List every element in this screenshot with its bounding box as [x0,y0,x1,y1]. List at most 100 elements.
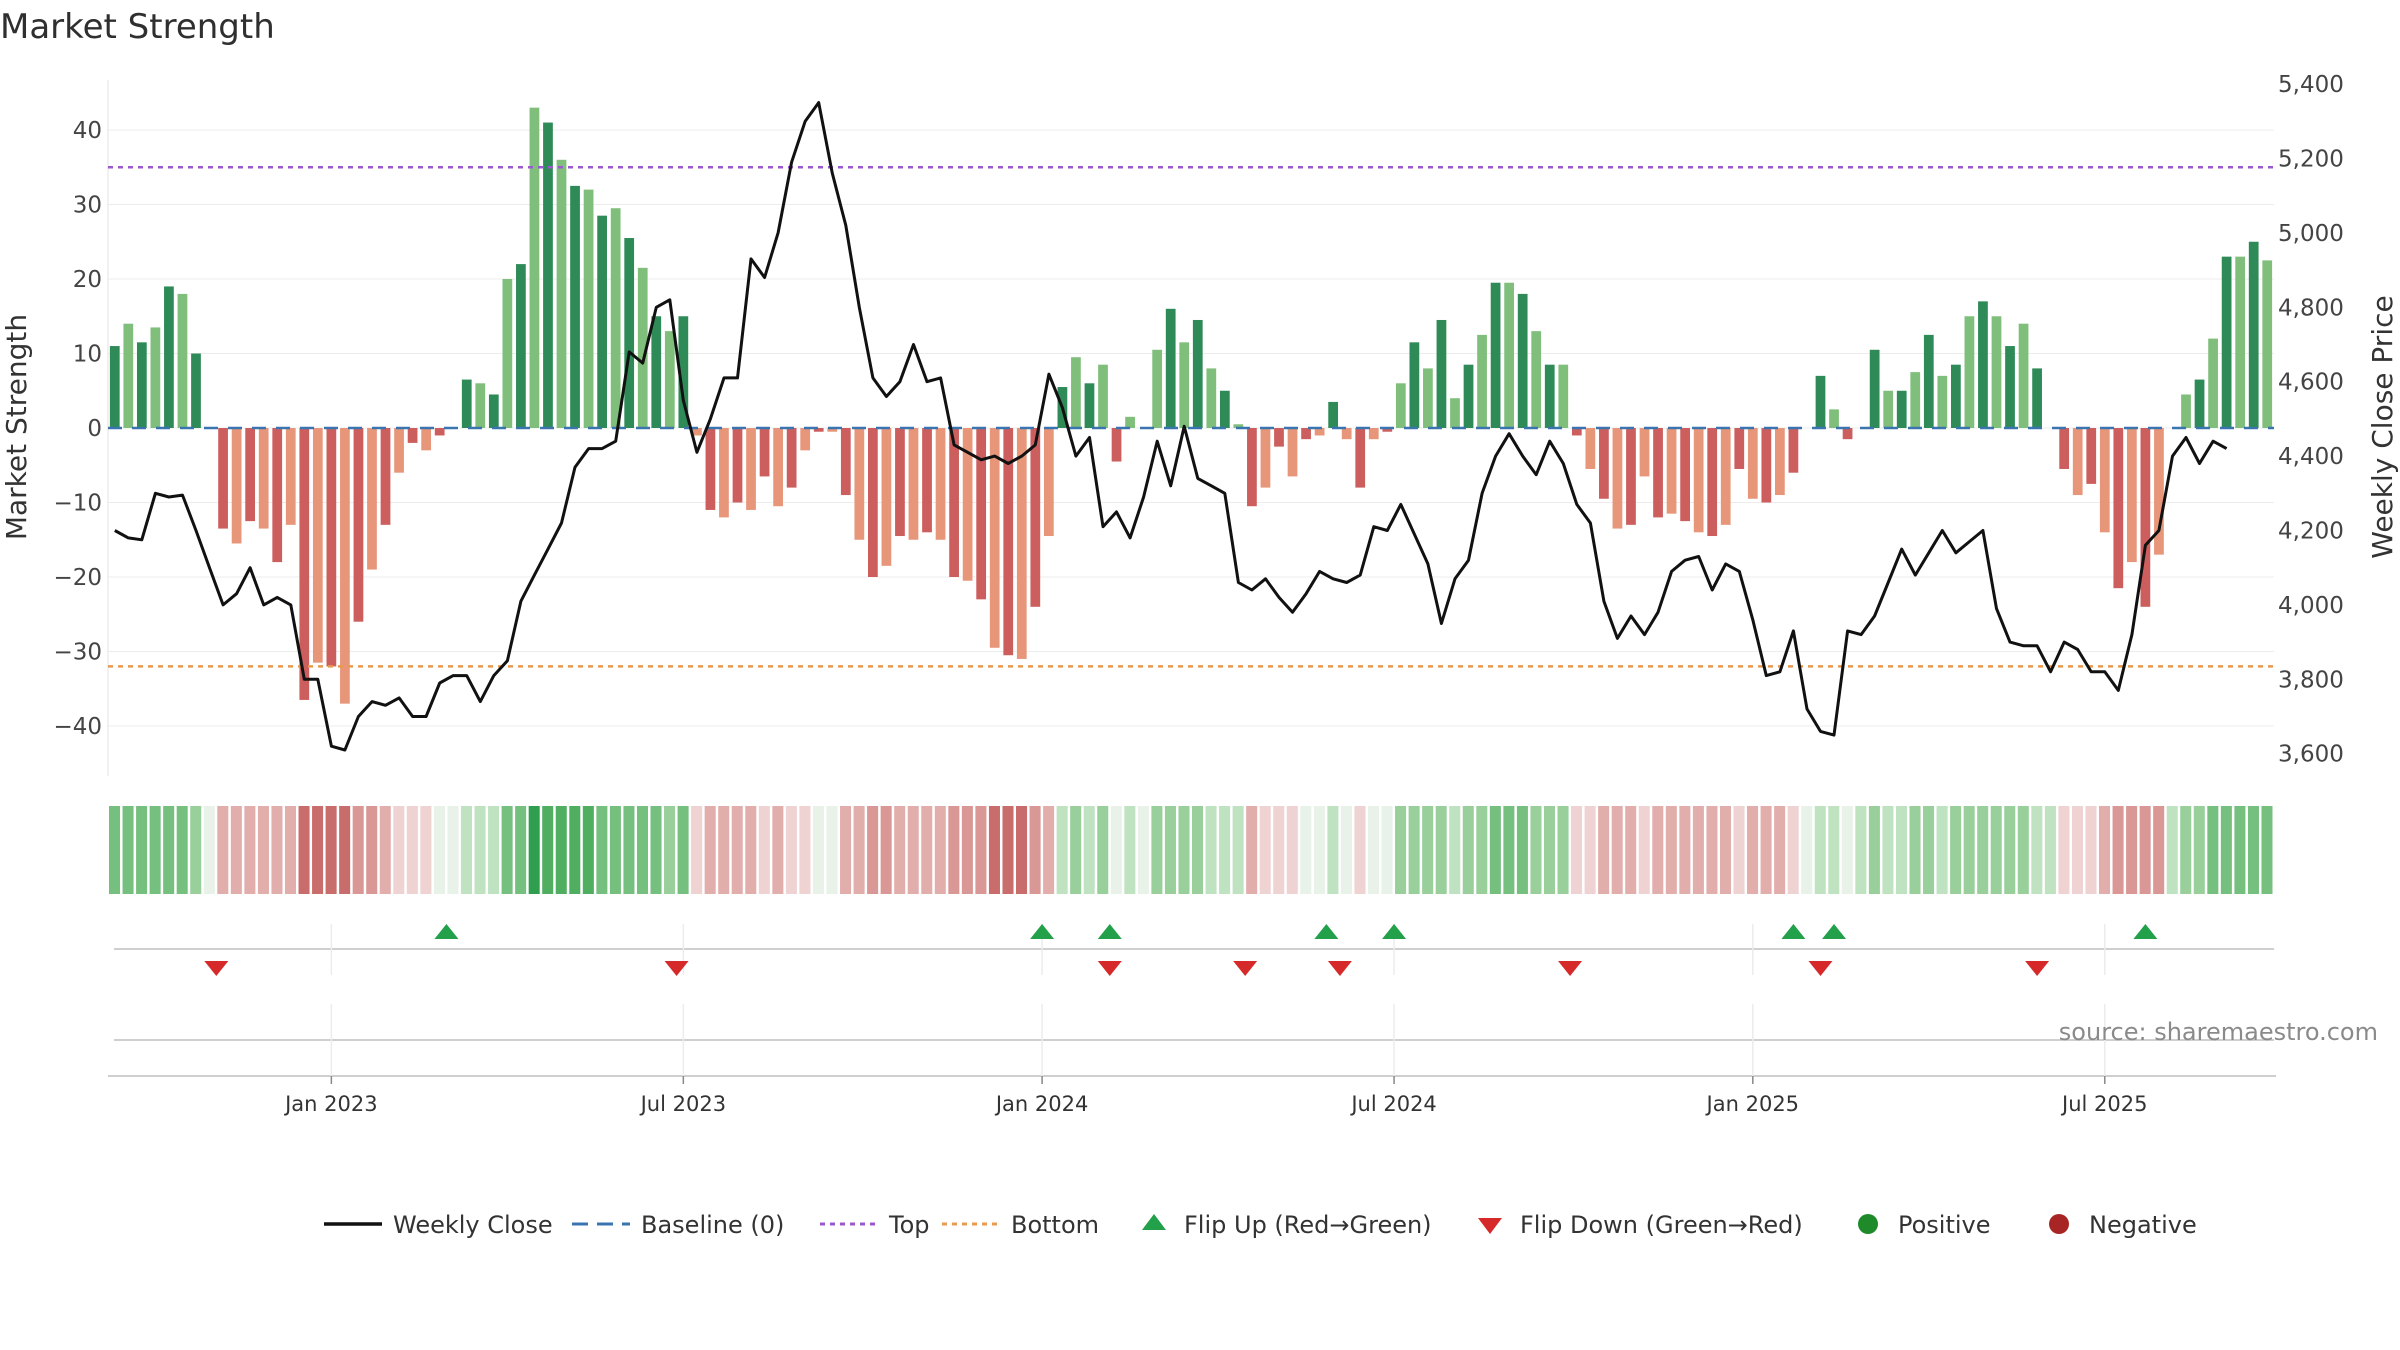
y-tick-label: 20 [73,267,102,293]
y2-tick-label: 4,400 [2278,444,2344,470]
band-cell [582,806,594,894]
positive-bar [610,208,621,428]
negative-bar [976,428,987,600]
x-axis-ticks: Jan 2023 Jul 2023 Jan 2024 Jul 2024 Jan 2025… [283,1076,2148,1116]
band-cell [718,806,730,894]
negative-bar [908,428,919,540]
band-cell [1273,806,1285,894]
positive-bar [678,316,689,428]
band-cell [596,806,608,894]
band-cell [1936,806,1948,894]
positive-bar [516,264,526,428]
band-cell [1679,806,1691,894]
band-cell [1151,806,1163,894]
band-cell [1300,806,1312,894]
y2-tick-label: 4,800 [2278,295,2344,321]
band-cell [921,806,933,894]
band-cell [542,806,554,894]
flip-up-marker [434,924,459,939]
band-cell [1340,806,1352,894]
negative-bar [2086,428,2097,484]
positive-bar [1477,334,1487,428]
band-cell [1029,806,1041,894]
band-cell [880,806,892,894]
band-cell [691,806,703,894]
positive-bar [488,394,499,428]
flip-up-marker [1314,924,1339,939]
negative-bar [1571,428,1582,436]
band-cell [894,806,906,894]
positive-bar [1395,383,1406,428]
band-cell [109,806,121,894]
negative-bar [1612,428,1623,529]
flip-down-marker [664,961,689,976]
band-cell [2044,806,2056,894]
negative-bar [326,428,337,667]
band-cell [501,806,513,894]
legend-item: Negative [2049,1211,2197,1239]
band-cell [488,806,500,894]
band-cell [2166,806,2178,894]
band-cell [1977,806,1989,894]
y-tick-label: 30 [73,193,102,219]
negative-bar [312,428,323,663]
negative-bar [759,428,770,477]
positive-bar [1923,334,1934,428]
band-cell [2126,806,2138,894]
positive-bar [1409,342,1420,428]
band-cell [1665,806,1677,894]
negative-bar [353,428,364,622]
band-cell [1476,806,1488,894]
legend-swatch-up-icon [1142,1214,1166,1230]
negative-bar [1626,428,1636,525]
band-cell [704,806,716,894]
positive-bar [1896,390,1907,428]
negative-bar [827,428,838,432]
negative-bar [1599,428,1609,499]
positive-bar [109,346,120,428]
band-cell [298,806,310,894]
band-cell [163,806,175,894]
legend-label: Weekly Close [393,1211,553,1239]
band-cell [325,806,337,894]
band-cell [284,806,297,894]
positive-bar [1233,424,1244,428]
band-cell [1381,806,1393,894]
band-cell [1449,806,1461,894]
negative-bar [245,428,256,522]
positive-bar [2235,256,2246,428]
band-cell [203,806,215,894]
negative-bar [2099,428,2110,533]
positive-bar [2208,338,2218,428]
negative-bar [854,428,865,540]
band-cell [1733,806,1745,894]
negative-bar [1368,428,1379,440]
positive-bar [1978,301,1988,428]
y-tick-label: 0 [87,416,102,442]
band-cell [2099,806,2111,894]
band-cell [1435,806,1447,894]
negative-bar [421,428,432,451]
band-cell [136,806,148,894]
band-cell [1097,806,1109,894]
band-cell [1963,806,1975,894]
positive-bar [1869,349,1880,428]
band-cell [1530,806,1542,894]
x-tick-label: Jul 2024 [1349,1092,1436,1116]
negative-bar [1666,428,1677,514]
x-tick-label: Jan 2023 [283,1092,378,1116]
band-cell [2017,806,2029,894]
band-cell [785,806,797,894]
legend-label: Baseline (0) [641,1211,784,1239]
x-tick-label: Jan 2025 [1705,1092,1800,1116]
band-cell [2180,806,2192,894]
y-tick-label: −20 [53,565,102,591]
positive-bar [664,331,675,428]
strength-heat-band [109,806,2273,894]
band-cell [1990,806,2002,894]
weekly-close-series [114,101,2228,752]
band-cell [2085,806,2097,894]
legend-item: Top [820,1211,930,1239]
band-cell [1774,806,1786,894]
